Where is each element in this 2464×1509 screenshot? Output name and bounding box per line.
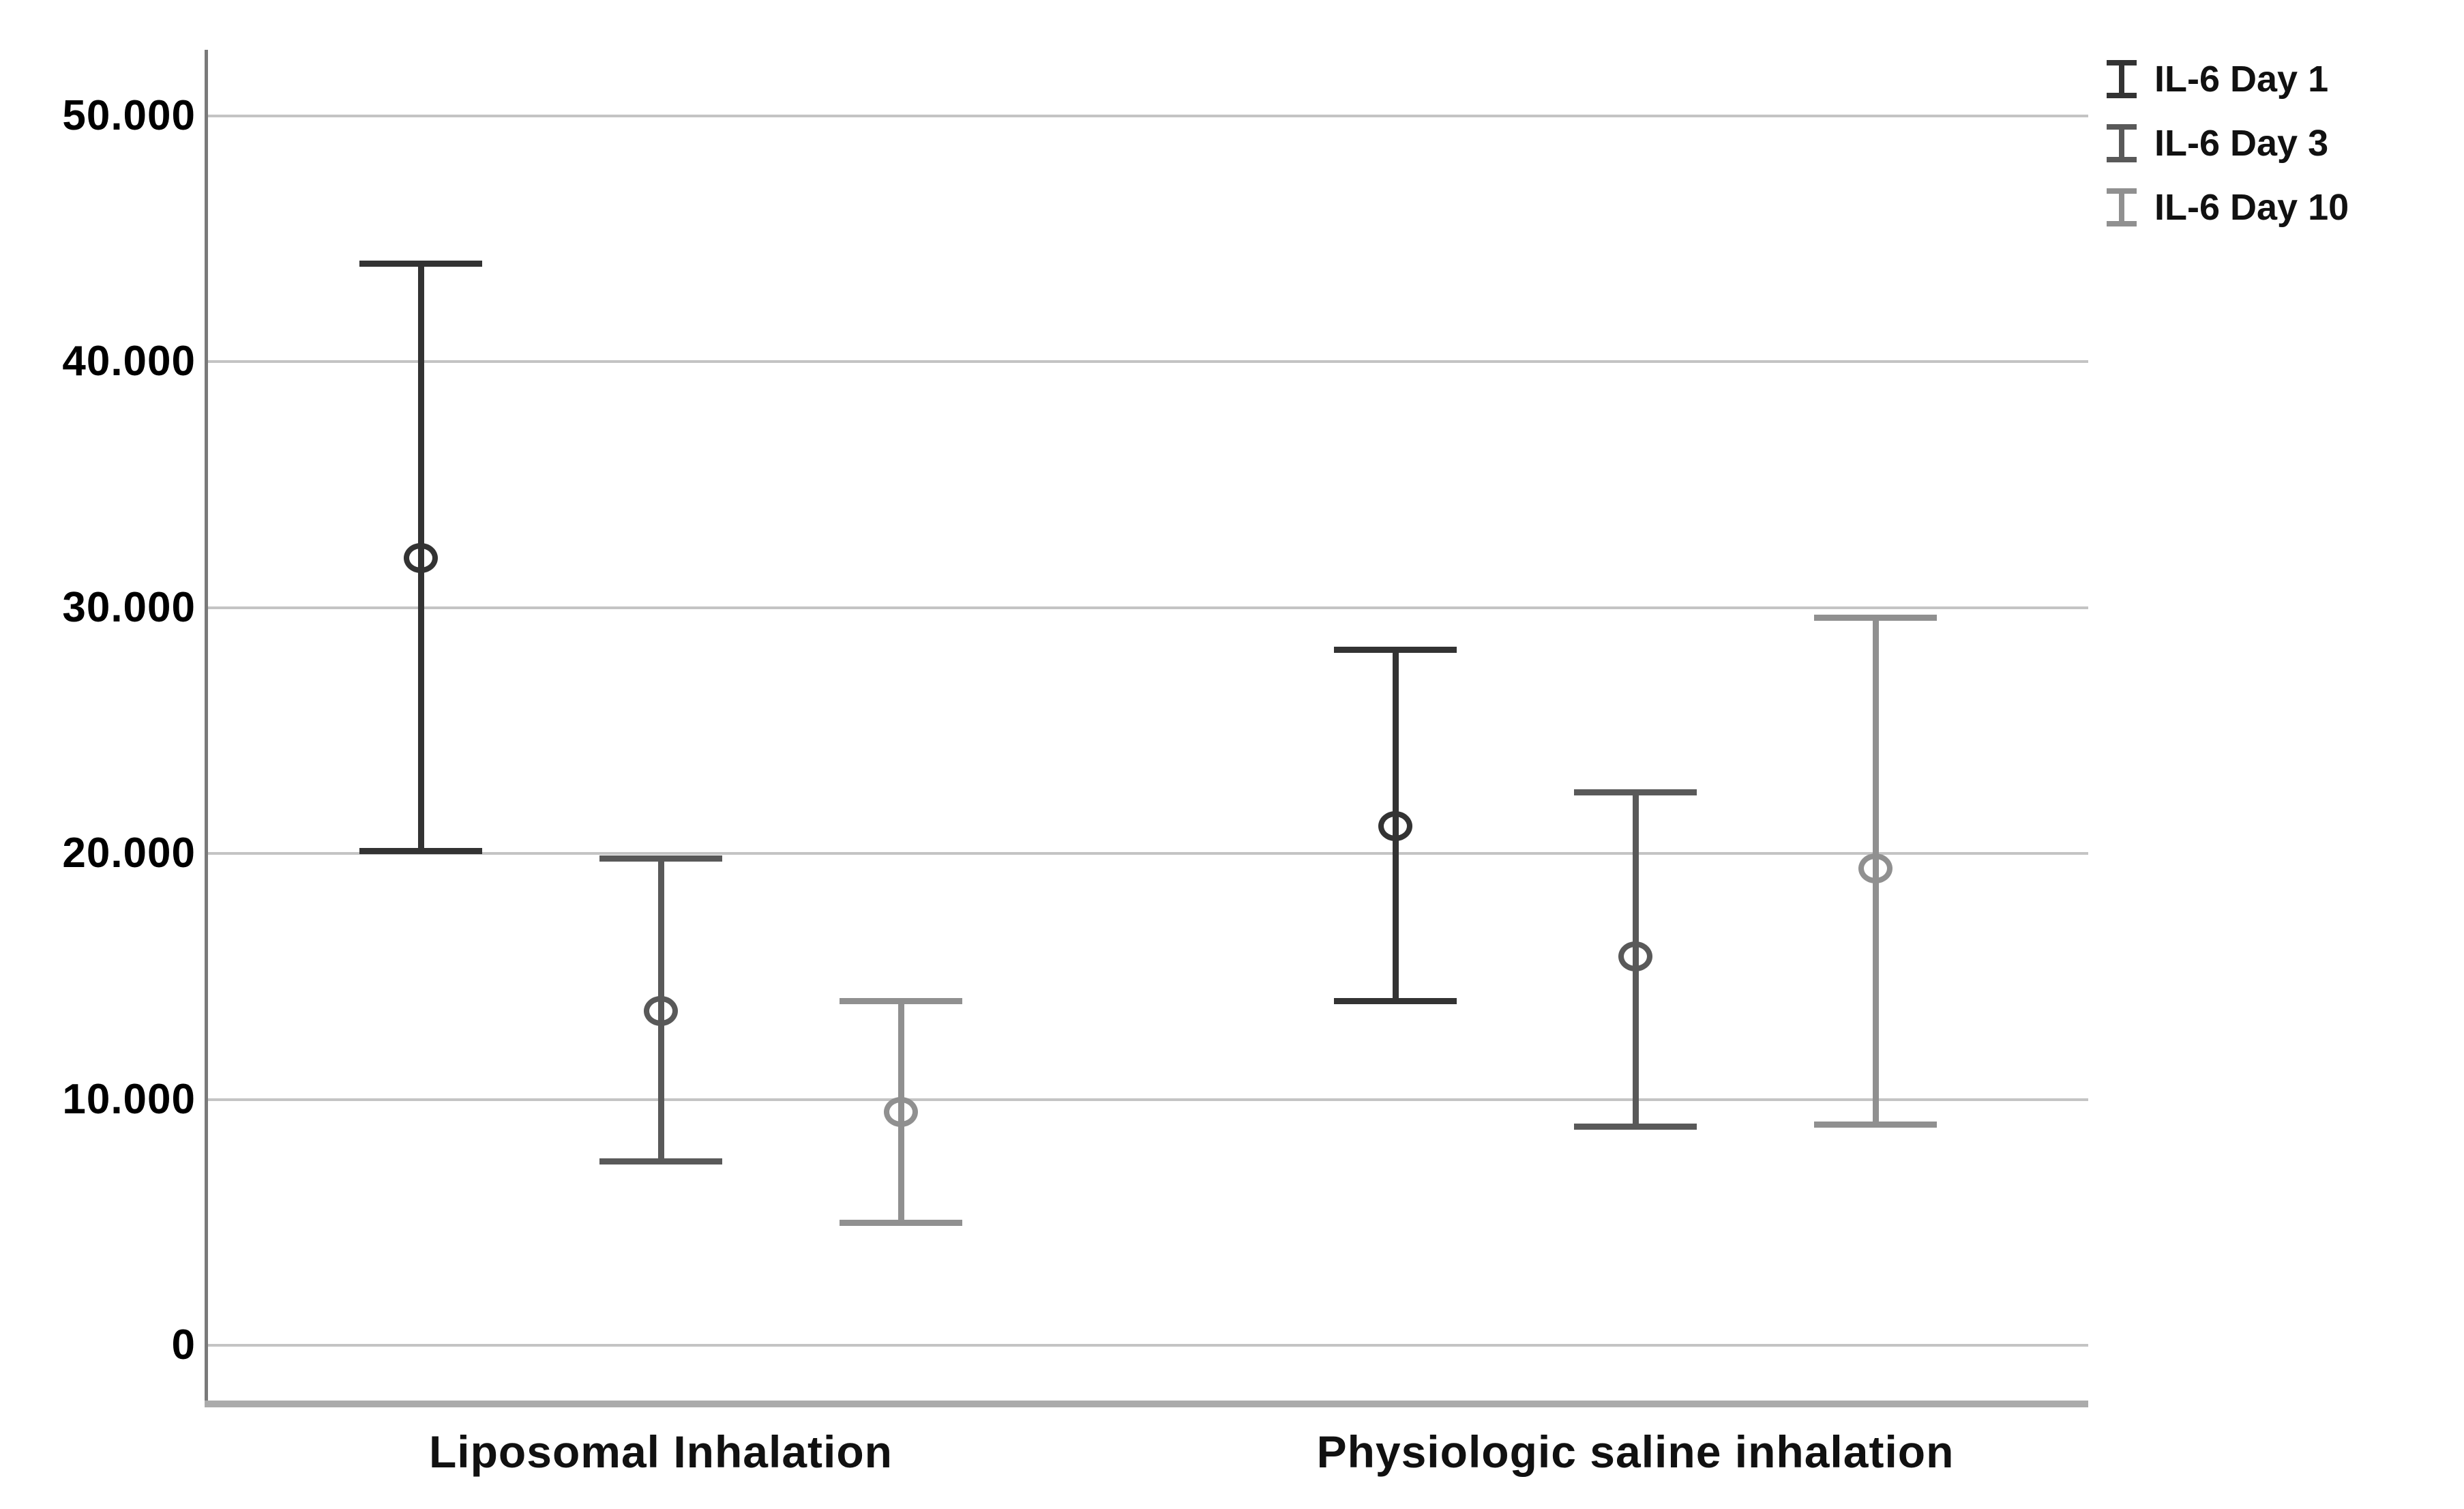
legend-item: IL-6 Day 1: [2107, 60, 2349, 98]
error-bar-cap-bottom: [840, 1220, 962, 1226]
error-bar-cap-bottom: [599, 1158, 722, 1164]
error-bar-cap-top: [1574, 789, 1697, 795]
error-bar-icon: [2107, 188, 2137, 226]
legend-label: IL-6 Day 1: [2154, 59, 2329, 100]
y-tick-label: 0: [171, 1321, 196, 1368]
mean-marker-circle: [1858, 853, 1892, 883]
mean-marker-circle: [644, 996, 678, 1026]
x-category-label: Liposomal Inhalation: [428, 1426, 893, 1477]
y-gridline: [208, 360, 2088, 363]
error-bar-cap-top: [359, 261, 482, 267]
legend-label: IL-6 Day 10: [2154, 187, 2349, 228]
y-gridline: [208, 115, 2088, 117]
y-tick-label: 50.000: [62, 92, 196, 139]
y-tick-label: 40.000: [62, 338, 196, 385]
y-axis-line: [205, 50, 208, 1405]
error-bar-icon: [2107, 124, 2137, 162]
legend-item: IL-6 Day 10: [2107, 188, 2349, 226]
legend-label: IL-6 Day 3: [2154, 123, 2329, 164]
y-gridline: [208, 606, 2088, 609]
legend-item: IL-6 Day 3: [2107, 124, 2349, 162]
mean-marker-circle: [884, 1097, 918, 1127]
error-bar-cap-bottom: [1814, 1122, 1937, 1128]
mean-marker-circle: [1378, 811, 1412, 841]
x-category-label: Physiologic saline inhalation: [1316, 1426, 1955, 1477]
error-bar-icon: [2107, 60, 2137, 98]
y-tick-label: 10.000: [62, 1076, 196, 1123]
y-gridline: [208, 1098, 2088, 1101]
error-bar-cap-bottom: [1574, 1124, 1697, 1130]
y-gridline: [208, 852, 2088, 855]
error-bar-cap-bottom: [1334, 998, 1457, 1004]
error-bar-cap-bottom: [359, 848, 482, 854]
mean-marker-circle: [1618, 941, 1652, 971]
error-bar-cap-top: [840, 998, 962, 1004]
error-bar-cap-top: [599, 855, 722, 862]
x-axis-line: [205, 1401, 2088, 1407]
legend: IL-6 Day 1 IL-6 Day 3 IL-6 Day 10: [2107, 60, 2349, 226]
y-gridline: [208, 1344, 2088, 1347]
mean-marker-circle: [404, 543, 438, 573]
error-bar-cap-top: [1334, 647, 1457, 653]
error-bar-cap-top: [1814, 615, 1937, 621]
y-tick-label: 30.000: [62, 584, 196, 631]
y-tick-label: 20.000: [62, 830, 196, 877]
